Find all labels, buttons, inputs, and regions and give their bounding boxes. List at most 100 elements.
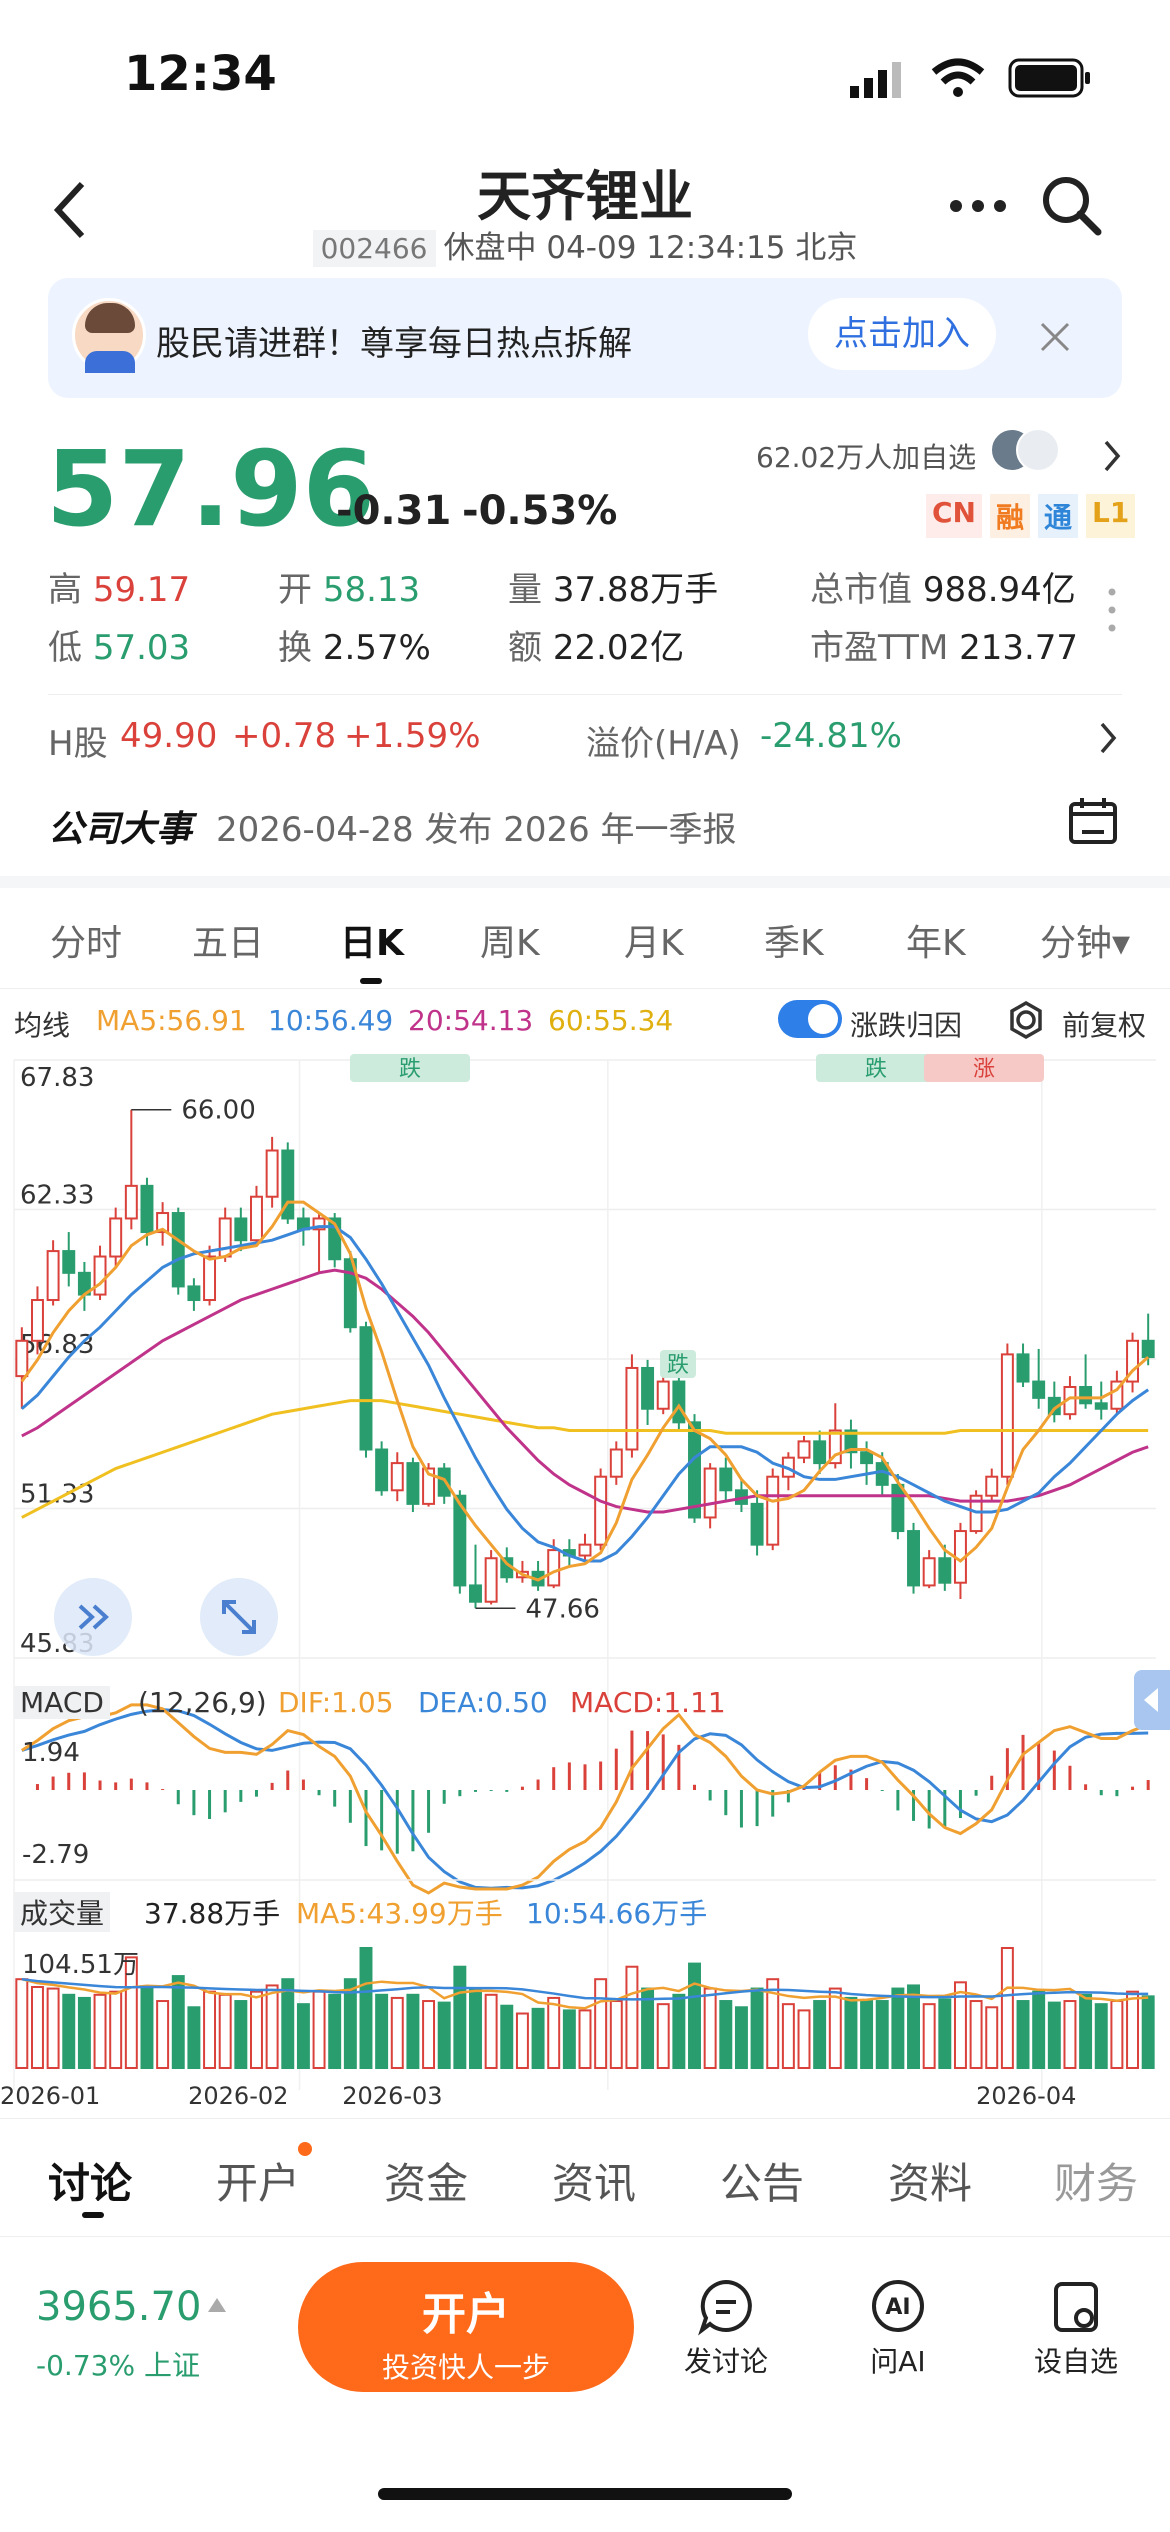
tab-monthly[interactable]: 月K — [624, 923, 684, 964]
candle-body — [265, 1149, 279, 1198]
volume-bar — [734, 2006, 748, 2070]
adjust-label[interactable]: 前复权 — [1062, 1009, 1147, 1042]
tab-minute[interactable]: 分钟▾ — [1040, 923, 1131, 964]
hshare-change: +0.78 — [232, 716, 337, 756]
chevron-right-icon[interactable] — [1100, 438, 1124, 474]
page-title: 天齐锂业 — [477, 165, 693, 228]
candle-body — [1094, 1402, 1108, 1410]
triangle-up-icon — [208, 2298, 226, 2312]
tab-yearly[interactable]: 年K — [906, 923, 966, 964]
volume-bar — [1032, 1990, 1046, 2069]
attribution-label: 涨跌归因 — [850, 1009, 963, 1042]
stock-subtitle: 002466 休盘中 04-09 12:34:15 北京 — [0, 222, 1170, 267]
add-watchlist-button[interactable]: 设自选 — [1016, 2276, 1136, 2386]
kline-chart[interactable]: 67.8362.3356.8351.3345.8366.0047.66跌跌涨跌2… — [0, 1050, 1170, 2110]
candle-body — [907, 1530, 920, 1587]
status-bar: 12:34 — [0, 0, 1170, 140]
tab-quarterly[interactable]: 季K — [764, 923, 824, 964]
attribution-toggle[interactable] — [778, 1000, 842, 1038]
candle-body — [1079, 1385, 1093, 1405]
candle-body — [30, 1299, 44, 1342]
volume-bar — [30, 1986, 44, 2069]
x-tick-label: 2026-01 — [0, 2082, 100, 2110]
volume-bar — [750, 1987, 764, 2069]
content-tab-indicator — [82, 2212, 104, 2218]
volume-bar — [359, 1947, 373, 2069]
volume-bar — [1126, 1990, 1140, 2069]
tag-cn: CN — [926, 494, 982, 538]
tab-discussion[interactable]: 讨论 — [48, 2159, 133, 2208]
vertical-dots-icon[interactable] — [1106, 586, 1118, 636]
stat-pe: 市盈TTM 213.77 — [810, 628, 1079, 668]
volume-top: 104.51万 — [22, 1950, 139, 1980]
join-button[interactable]: 点击加入 — [808, 298, 996, 370]
tab-intraday[interactable]: 分时 — [50, 923, 123, 964]
back-icon[interactable] — [50, 180, 90, 240]
candle-body — [375, 1448, 389, 1492]
ask-ai-button[interactable]: AI 问AI — [838, 2276, 958, 2386]
index-value[interactable]: 3965.70 — [36, 2284, 202, 2330]
close-icon[interactable] — [1038, 320, 1072, 354]
volume-bar — [124, 1956, 138, 2069]
volume-bar — [578, 2009, 592, 2070]
fullscreen-button[interactable] — [200, 1578, 278, 1656]
calendar-icon[interactable] — [1068, 796, 1118, 846]
candle-body — [1016, 1353, 1030, 1383]
event-row[interactable]: 公司大事 2026-04-28 发布 2026 年一季报 — [48, 790, 1122, 860]
volume-bar — [1110, 2000, 1124, 2069]
tab-news[interactable]: 资讯 — [552, 2159, 637, 2208]
candle-body — [1000, 1353, 1014, 1478]
volume-bar — [515, 2012, 529, 2070]
tab-profile[interactable]: 资料 — [888, 2159, 973, 2208]
volume-bar — [547, 1996, 561, 2069]
tab-daily[interactable]: 日K — [340, 923, 404, 964]
more-icon[interactable] — [948, 196, 1008, 216]
search-icon[interactable] — [1040, 174, 1104, 238]
tab-5day[interactable]: 五日 — [192, 923, 265, 964]
candle-body — [1141, 1339, 1155, 1359]
watcher-avatars — [990, 428, 1070, 472]
candle-body — [1110, 1380, 1124, 1410]
settings-icon[interactable] — [1006, 1000, 1046, 1040]
candle-body — [187, 1285, 201, 1302]
candle-body — [156, 1212, 170, 1234]
tab-announcements[interactable]: 公告 — [720, 2159, 805, 2208]
tab-financials[interactable]: 财务 — [1054, 2159, 1139, 2208]
candle-body — [171, 1212, 185, 1288]
volume-bar — [672, 1993, 686, 2069]
candle-body — [578, 1543, 592, 1557]
volume-bar — [62, 1993, 76, 2069]
hshare-label: H股 — [48, 724, 108, 764]
watchers-count: 62.02万人加自选 — [756, 441, 977, 474]
ma60-value: 60:55.34 — [548, 1004, 674, 1037]
candle-body — [703, 1467, 717, 1519]
volume-bar — [265, 1984, 279, 2069]
candle-body — [453, 1494, 467, 1587]
candle-body — [312, 1217, 326, 1231]
volume-bar — [187, 2006, 201, 2070]
event-marker — [350, 1054, 470, 1082]
macd-label: MACD — [14, 1686, 110, 1719]
volume-label: 成交量 — [14, 1892, 111, 1932]
side-panel-tab[interactable] — [1134, 1670, 1170, 1730]
ma20-line — [21, 1268, 1149, 1514]
ma10-line — [20, 1225, 1150, 1563]
tab-funds[interactable]: 资金 — [384, 2159, 469, 2208]
volume-bar — [1016, 2000, 1030, 2069]
tab-weekly[interactable]: 周K — [480, 923, 540, 964]
promo-banner[interactable]: 股民请进群！尊享每日热点拆解 点击加入 — [48, 278, 1122, 398]
post-discussion-button[interactable]: 发讨论 — [666, 2276, 786, 2386]
expand-left-button[interactable] — [54, 1578, 132, 1656]
candle-body — [390, 1462, 404, 1492]
candle-body — [250, 1195, 263, 1242]
tab-account[interactable]: 开户 — [216, 2159, 301, 2208]
volume-bar — [343, 1978, 357, 2070]
tag-connect: 通 — [1038, 494, 1079, 538]
open-account-button[interactable]: 开户 投资快人一步 — [298, 2262, 634, 2392]
candle-body — [656, 1380, 670, 1410]
candle-body — [93, 1255, 107, 1296]
content-tabs: 讨论 开户 资金 资讯 公告 资料 财务 — [0, 2120, 1170, 2230]
hshare-row[interactable]: H股 49.90 +0.78 +1.59% 溢价(H/A) -24.81% — [48, 710, 1122, 766]
volume-ma5: MA5:43.99万手 — [296, 1897, 503, 1930]
